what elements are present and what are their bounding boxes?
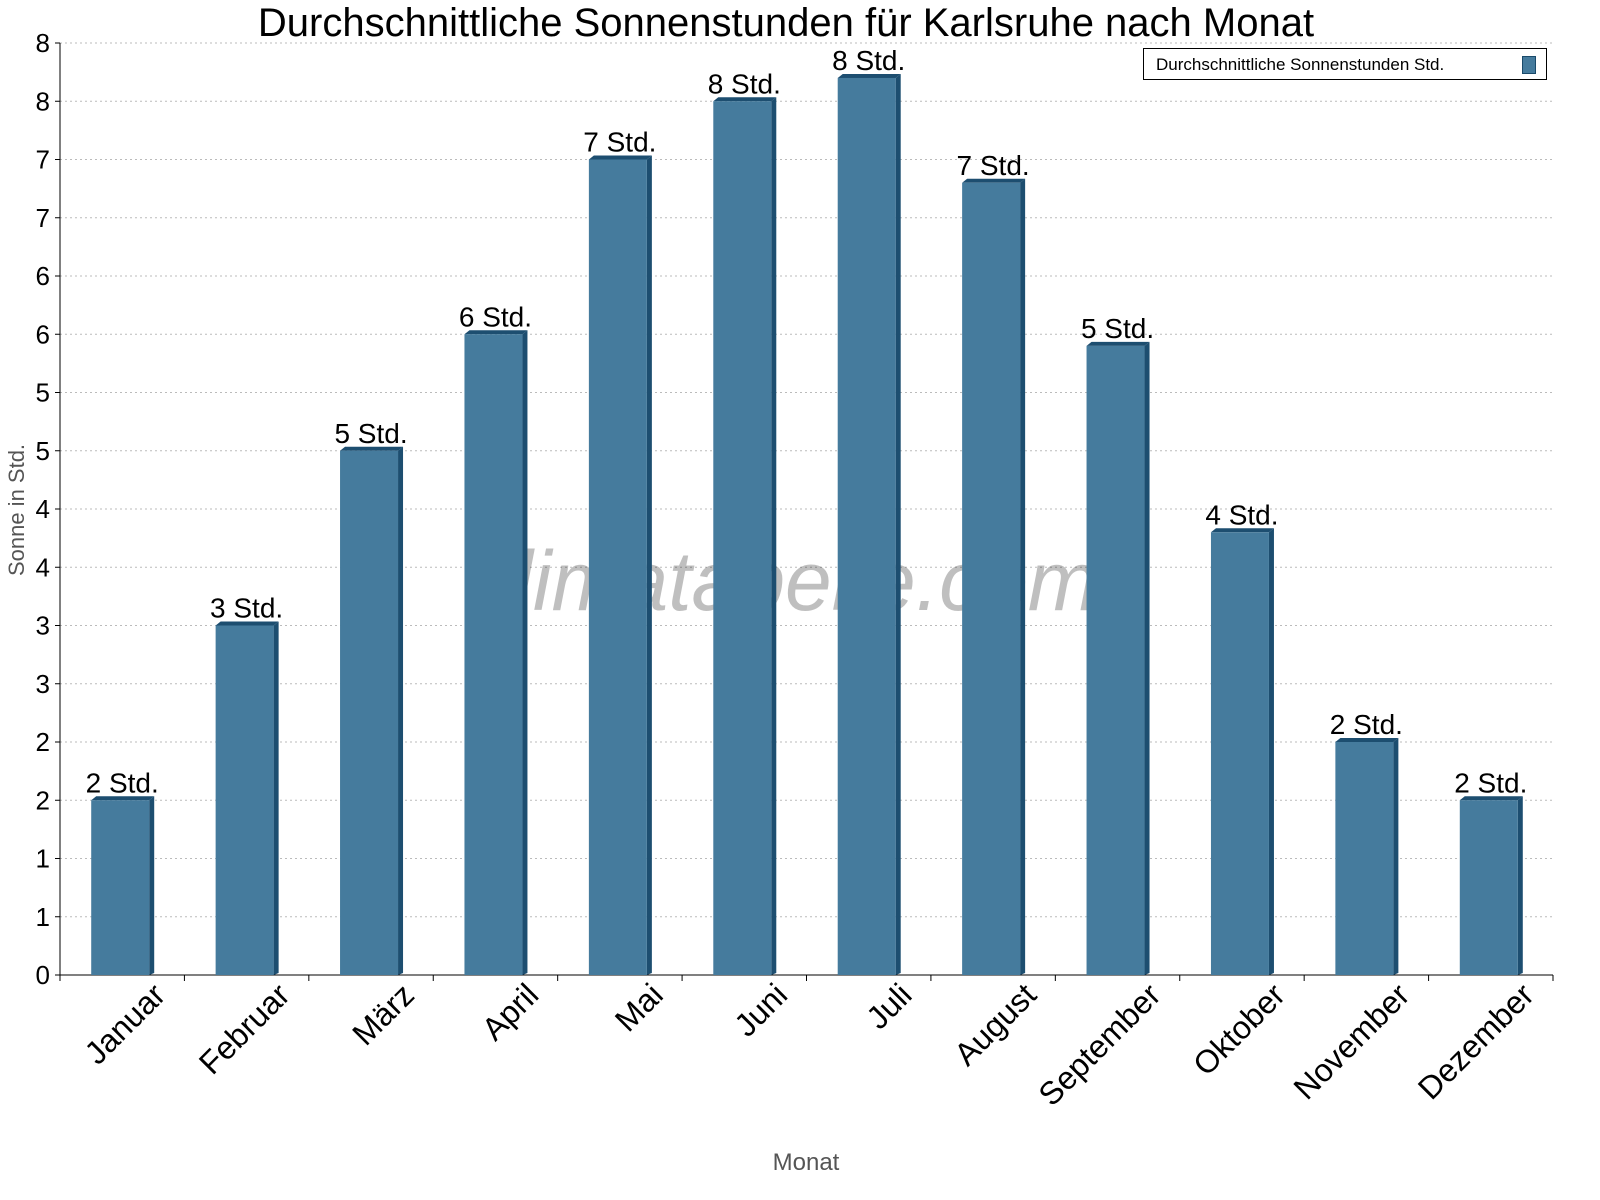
data-label: 2 Std. (1454, 767, 1527, 798)
bar-side (522, 330, 528, 975)
y-axis-label: Sonne in Std. (4, 444, 29, 576)
bar (464, 334, 523, 975)
bar (588, 159, 647, 975)
bar (1086, 345, 1145, 975)
x-tick-label: Juli (859, 976, 918, 1035)
bar-top (1210, 528, 1274, 533)
chart-title: Durchschnittliche Sonnenstunden für Karl… (258, 1, 1314, 45)
data-label: 6 Std. (459, 301, 532, 332)
x-tick-label: Januar (78, 976, 173, 1071)
bar (215, 625, 274, 975)
x-tick-label: November (1286, 976, 1416, 1106)
x-tick-label: Oktober (1186, 976, 1292, 1082)
bar-side (895, 73, 901, 975)
bar (340, 450, 399, 975)
y-tick-label: 7 (36, 145, 50, 175)
y-tick-label: 8 (36, 28, 50, 58)
bar-top (215, 621, 279, 626)
bar-side (273, 621, 279, 975)
y-tick-label: 0 (36, 960, 50, 990)
y-tick-label: 1 (36, 844, 50, 874)
bar-side (771, 97, 777, 975)
data-label: 5 Std. (334, 418, 407, 449)
x-tick-label: Februar (192, 976, 297, 1081)
y-tick-label: 3 (36, 611, 50, 641)
bar (91, 800, 150, 975)
bar-top (91, 796, 155, 801)
bar-top (1335, 738, 1399, 742)
x-tick-label: September (1031, 976, 1167, 1112)
data-label: 5 Std. (1081, 313, 1154, 344)
y-tick-label: 2 (36, 785, 50, 815)
bar-top (713, 97, 777, 102)
bar-top (588, 155, 652, 160)
data-label: 4 Std. (1205, 499, 1278, 530)
x-tick-label: Dezember (1411, 976, 1541, 1106)
bar-top (464, 330, 528, 335)
bar (837, 77, 896, 975)
data-label: 3 Std. (210, 593, 283, 624)
x-tick-label: April (475, 976, 546, 1047)
y-tick-label: 5 (36, 378, 50, 408)
y-tick-label: 6 (36, 261, 50, 291)
bar-side (1020, 178, 1026, 976)
data-label: 7 Std. (957, 150, 1030, 181)
y-tick-label: 1 (36, 902, 50, 932)
x-tick-label: März (345, 976, 421, 1052)
bar (1335, 742, 1394, 975)
bar-top (1459, 796, 1523, 801)
bar-side (646, 155, 652, 975)
data-label: 8 Std. (832, 45, 905, 76)
legend-label: Durchschnittliche Sonnenstunden Std. (1156, 55, 1445, 74)
x-tick-label: Juni (727, 976, 794, 1043)
bar (713, 101, 772, 975)
bar-side (1517, 796, 1523, 975)
bar-side (398, 446, 404, 975)
data-label: 2 Std. (1330, 709, 1403, 740)
bar (1459, 800, 1518, 975)
y-tick-label: 8 (36, 86, 50, 116)
bar (962, 182, 1021, 976)
x-tick-label: August (947, 976, 1043, 1072)
y-tick-label: 4 (36, 552, 50, 582)
bar-top (1086, 341, 1150, 346)
bar (1210, 532, 1269, 975)
bar-side (1393, 738, 1399, 975)
data-label: 8 Std. (708, 68, 781, 99)
y-tick-label: 4 (36, 494, 50, 524)
x-tick-label: Mai (608, 976, 670, 1038)
bar-side (1144, 341, 1150, 975)
bar-top (340, 446, 404, 451)
bar-top (962, 178, 1026, 183)
y-tick-label: 3 (36, 669, 50, 699)
bar-top (837, 73, 901, 78)
bar-side (1268, 528, 1274, 975)
bar-side (149, 796, 155, 975)
y-tick-label: 7 (36, 203, 50, 233)
y-tick-label: 6 (36, 319, 50, 349)
y-tick-label: 5 (36, 436, 50, 466)
data-label: 7 Std. (583, 127, 656, 158)
y-tick-label: 2 (36, 727, 50, 757)
legend-swatch (1522, 56, 1536, 74)
legend: Durchschnittliche Sonnenstunden Std. (1143, 48, 1547, 80)
data-label: 2 Std. (86, 767, 159, 798)
x-axis-label: Monat (773, 1149, 840, 1176)
